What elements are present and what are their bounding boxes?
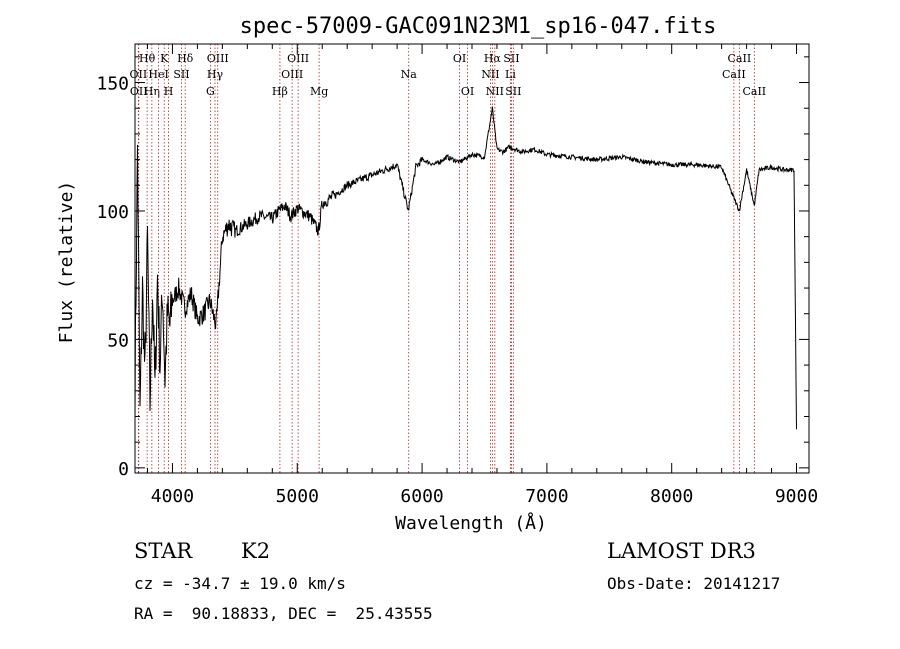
spectrum-line	[134, 106, 797, 430]
x-tick-label: 6000	[400, 486, 443, 507]
line-label-16: Na	[401, 68, 418, 81]
line-label-13: OIII	[281, 68, 303, 81]
line-label-11: G	[206, 85, 215, 98]
line-label-19: Hα	[484, 52, 502, 65]
x-tick-label: 5000	[276, 486, 319, 507]
line-label-25: CaII	[728, 52, 752, 65]
y-tick-label: 0	[118, 459, 129, 480]
line-label-20: NII	[481, 68, 499, 81]
plot-frame	[134, 43, 810, 474]
object-subclass: K2	[241, 539, 271, 563]
line-label-7: SII	[173, 68, 189, 81]
survey-name: LAMOST DR3	[607, 539, 756, 563]
line-label-23: Li	[505, 68, 516, 81]
x-axis-label: Wavelength (Å)	[395, 512, 547, 534]
y-tick-label: 100	[96, 202, 129, 223]
line-label-5: K	[160, 52, 169, 65]
object-class: STAR	[134, 539, 193, 563]
line-label-9: OIII	[207, 52, 229, 65]
line-label-6: H	[164, 85, 174, 98]
x-tick-label: 9000	[775, 486, 818, 507]
line-label-4: HeI	[148, 68, 168, 81]
line-label-10: Hγ	[207, 68, 224, 81]
line-label-22: SII	[503, 52, 519, 65]
chart-title: spec-57009-GAC091N23M1_sp16-047.fits	[240, 14, 717, 39]
line-label-24: SII	[505, 85, 521, 98]
line-label-26: CaII	[722, 68, 746, 81]
coordinates: RA = 90.18833, DEC = 25.43555	[134, 604, 433, 623]
velocity-readout: cz = -34.7 ± 19.0 km/s	[134, 574, 346, 593]
line-label-14: Hβ	[272, 85, 288, 98]
y-tick-label: 150	[96, 74, 129, 95]
x-tick-label: 4000	[151, 486, 194, 507]
line-label-1: OII	[130, 68, 148, 81]
axis-ticks: 4000 5000 6000 7000 8000 9000 0 50 100 150	[96, 44, 818, 507]
x-tick-label: 8000	[650, 486, 693, 507]
x-tick-label: 7000	[525, 486, 568, 507]
y-tick-label: 50	[107, 330, 129, 351]
y-axis-label: Flux (relative)	[56, 181, 77, 344]
line-label-21: NII	[486, 85, 504, 98]
line-label-15: Mg	[310, 85, 328, 98]
line-label-17: OI	[453, 52, 466, 65]
line-label-18: OI	[461, 85, 474, 98]
line-label-2: OII	[130, 85, 148, 98]
line-label-8: Hδ	[177, 52, 194, 65]
line-label-3: Hη	[144, 85, 160, 98]
line-label-27: CaII	[742, 85, 766, 98]
line-label-0: Hθ	[139, 52, 156, 65]
line-label-12: OIII	[287, 52, 309, 65]
obs-date: Obs-Date: 20141217	[607, 574, 781, 593]
